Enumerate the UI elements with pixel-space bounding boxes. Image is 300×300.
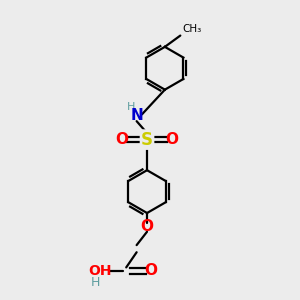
Text: H: H [91, 276, 100, 289]
Text: CH₃: CH₃ [182, 24, 202, 34]
Text: N: N [130, 108, 143, 123]
Text: OH: OH [88, 264, 112, 278]
Text: O: O [140, 219, 154, 234]
Text: O: O [166, 132, 178, 147]
Text: H: H [127, 103, 136, 112]
Text: S: S [141, 130, 153, 148]
Text: O: O [145, 263, 158, 278]
Text: O: O [116, 132, 129, 147]
